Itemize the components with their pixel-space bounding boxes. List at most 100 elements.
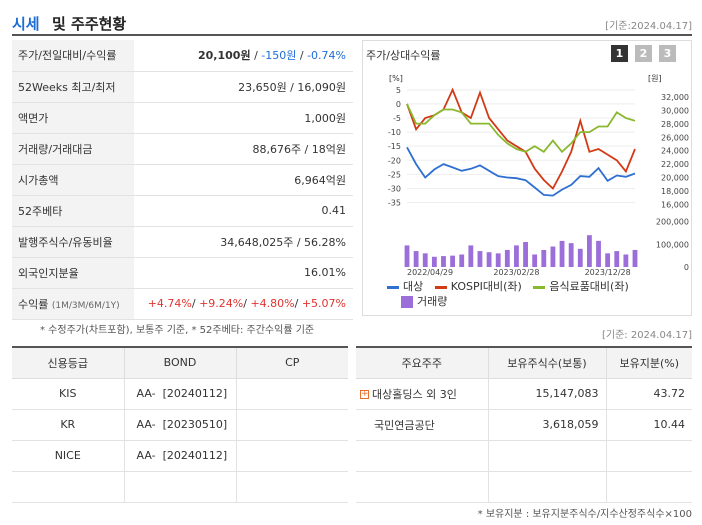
volume-bar [632,249,638,267]
x-tick-label: 2023/12/28 [585,268,631,277]
label-returns: 수익률 (1M/3M/6M/1Y) [12,288,134,320]
holder-name-cell: + 대상홀딩스 외 3인 [356,378,489,410]
legend-item-kospi: KOSPI대비(좌) [434,280,522,293]
label-returns-period: (1M/3M/6M/1Y) [51,300,120,311]
header-holder: 주요주주 [356,347,489,379]
cp-rating [236,440,348,472]
value-shares: 34,648,025주 / 56.28% [134,226,353,258]
volume-bar [413,251,419,267]
return-6m: +4.80% [250,297,295,310]
period-button-1[interactable]: 1 [611,45,628,62]
row-par: 액면가 1,000원 [12,102,353,134]
legend-square-icon [401,296,413,308]
table-row: NICE AA- [20240112] [12,440,348,472]
volume-bar [468,245,474,267]
volume-bar [586,235,592,267]
empty-cell [12,471,125,503]
table-row-empty [12,471,348,503]
label-returns-main: 수익률 [18,297,49,311]
legend-item-daesang: 대상 [387,280,423,293]
legend-label: 대상 [403,280,424,293]
value-returns: +4.74%/ +9.24%/ +4.80%/ +5.07% [134,288,353,320]
right-tick-label: 30,000 [661,106,689,115]
volume-bar [459,254,465,267]
stock-chart: [%] [원] 5 0 -5 -10 -15 -20 -25 -30 -35 32,000 30,0… [388,74,689,277]
footnote-holders: * 보유지분 : 보유지분주식수/지수산정주식수×100 [477,509,692,520]
table-row-empty [356,440,692,472]
legend-line-icon [387,285,399,289]
volume-bar [486,252,492,267]
legend-item-food: 음식료품대비(좌) [533,280,629,293]
credit-header-row: 신용등급 BOND CP [12,347,348,379]
volume-bar [541,249,547,267]
value-foreign: 16.01% [134,257,353,289]
chart-legend-volume: 거래량 [401,293,447,309]
left-tick-label: -15 [388,142,401,151]
right-tick-label: 20,000 [661,173,689,182]
left-tick-label: -10 [388,128,401,137]
row-price: 주가/전일대비/수익률 20,100원 / -150원 / -0.74% [12,40,353,72]
volume-bar [441,256,446,267]
volume-bar [422,253,428,267]
volume-bar [532,254,538,267]
row-mktcap: 시가총액 6,964억원 [12,164,353,196]
row-shares: 발행주식수/유동비율 34,648,025주 / 56.28% [12,226,353,258]
title-quote: 시세 [12,15,40,33]
series-line-음식료품대비(좌) [406,103,636,154]
volume-bar [550,246,556,267]
right-tick-label: 32,000 [661,93,689,102]
legend-label: 음식료품대비(좌) [549,280,629,293]
holder-pct: 10.44 [606,409,692,441]
right-tick-label: 18,000 [661,187,689,196]
base-date-2: [기준: 2024.04.17] [601,330,692,341]
left-tick-label: -35 [388,199,401,208]
empty-cell [124,471,237,503]
holder-shares: 15,147,083 [488,378,607,410]
period-button-3[interactable]: 3 [659,45,676,62]
volume-bar [450,255,456,267]
value-mktcap: 6,964억원 [134,164,353,196]
volume-bar [605,253,611,267]
empty-cell [606,471,692,503]
row-volume: 거래량/거래대금 88,676주 / 18억원 [12,133,353,165]
return-1y: +5.07% [301,297,346,310]
return-1m: +4.74% [147,297,192,310]
volume-bar [431,256,437,267]
series-line-대상 [406,146,636,197]
footnote-quote: * 수정주가(차트포함), 보통주 기준, * 52주베타: 주간수익률 기준 [40,325,315,336]
rating-agency: KR [12,409,125,441]
holder-name: 국민연금공단 [356,409,489,441]
legend-label: 거래량 [417,295,448,308]
row-beta: 52주베타 0.41 [12,195,353,227]
left-tick-label: -20 [388,156,401,165]
empty-cell [606,440,692,472]
empty-cell [236,471,348,503]
left-tick-label: -25 [388,170,401,179]
price-change: -150원 [261,49,297,63]
holder-shares: 3,618,059 [488,409,607,441]
table-row: KR AA- [20230510] [12,409,348,441]
price-change-pct: -0.74% [307,49,346,63]
period-button-2[interactable]: 2 [635,45,652,62]
legend-label: KOSPI대비(좌) [450,280,522,293]
left-tick-label: -30 [388,184,401,193]
left-tick-label: -5 [393,114,401,123]
volume-bar [404,245,410,267]
title-holders: 및 주주현황 [52,15,127,33]
label-mktcap: 시가총액 [12,164,134,196]
rating-agency: KIS [12,378,125,410]
expand-icon[interactable]: + [360,389,369,399]
volume-bar [577,248,583,267]
holder-name: 대상홀딩스 외 3인 [372,387,457,401]
major-holders-table: 주요주주 보유주식수(보통) 보유지분(%) + 대상홀딩스 외 3인 15,14… [356,346,692,503]
label-par: 액면가 [12,102,134,134]
value-price: 20,100원 / -150원 / -0.74% [134,40,353,72]
cp-rating [236,378,348,410]
left-tick-label: 0 [396,100,401,109]
row-returns: 수익률 (1M/3M/6M/1Y) +4.74%/ +9.24%/ +4.80%… [12,288,353,320]
legend-line-icon [434,285,447,289]
volume-bar [495,253,501,267]
volume-bar [504,249,510,267]
right-axis-unit: [원] [648,74,662,83]
volume-bar [477,251,483,267]
